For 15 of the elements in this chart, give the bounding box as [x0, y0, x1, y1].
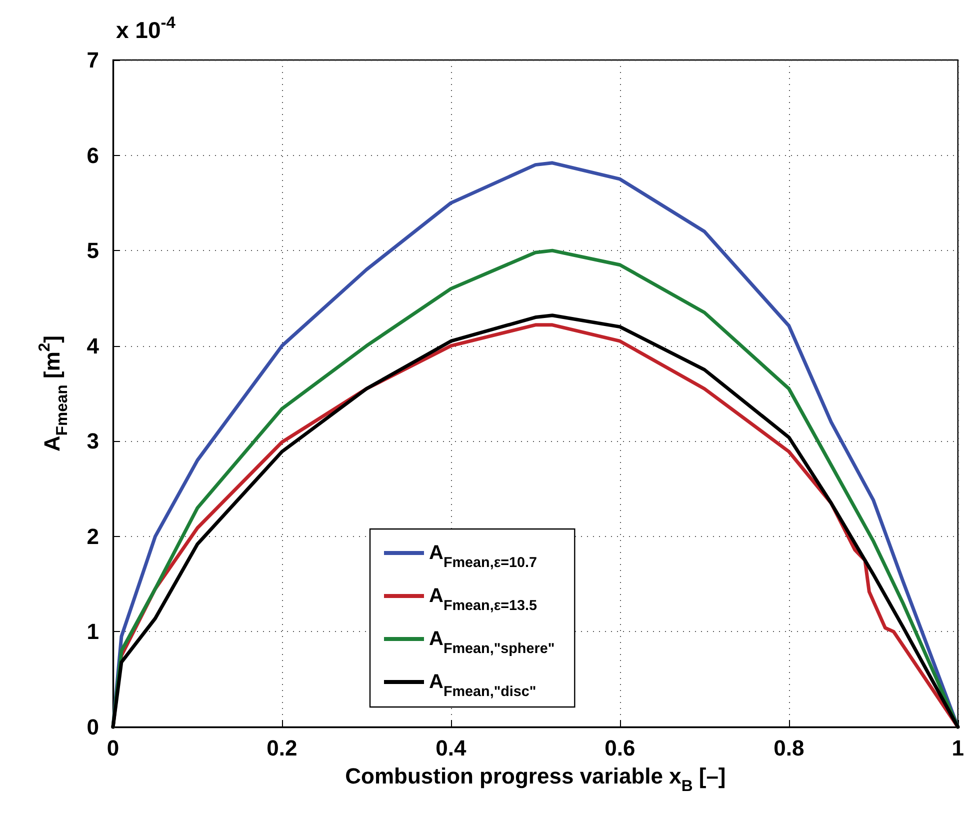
y-tick-label: 0 — [86, 714, 99, 740]
y-tick-label: 7 — [86, 48, 99, 72]
x-tick-label: 1 — [952, 736, 964, 760]
y-tick-label: 2 — [86, 524, 99, 549]
x-tick-label: 0.6 — [604, 736, 636, 760]
y-tick-label: 6 — [86, 142, 99, 168]
y-tick-label: 3 — [86, 428, 99, 454]
y-tick-label: 5 — [86, 238, 99, 264]
y-tick-label: 1 — [86, 619, 99, 644]
y-tick-label: 4 — [86, 333, 100, 358]
x-tick-label: 0.8 — [774, 736, 804, 760]
y-axis-title: AFmean [m2] — [36, 335, 72, 452]
x-tick-label: 0.4 — [436, 736, 468, 760]
x-tick-label: 0 — [106, 736, 120, 760]
x-tick-label: 0.2 — [266, 736, 298, 760]
